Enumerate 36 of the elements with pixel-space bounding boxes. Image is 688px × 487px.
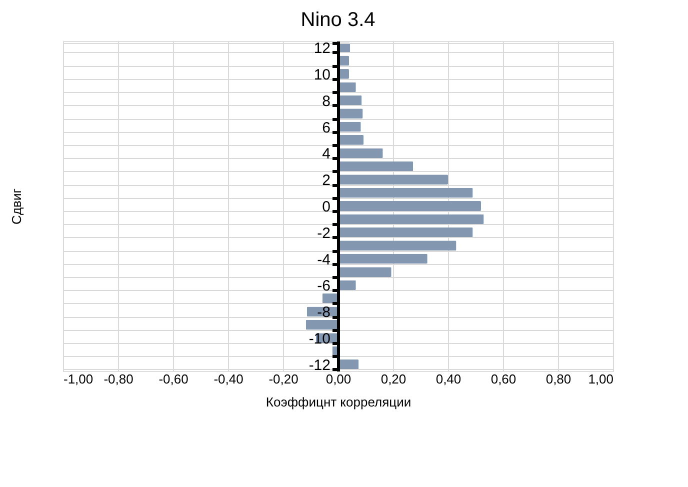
y-tick-label: 2 (322, 172, 330, 190)
bar (338, 201, 481, 211)
y-tick-label: -12 (308, 356, 330, 374)
chart-title: Nino 3.4 (300, 9, 376, 31)
bar (338, 240, 456, 251)
y-tick-label: -6 (317, 278, 330, 295)
x-tick-label: 0,60 (490, 372, 516, 386)
y-tick-label: -4 (317, 251, 330, 268)
y-tick-label: 12 (314, 40, 330, 58)
bar (338, 227, 473, 238)
y-tick-label: 6 (322, 119, 330, 136)
bar (338, 188, 473, 198)
bar (338, 174, 448, 185)
x-tick-label: 0,20 (380, 372, 406, 386)
x-tick-label: 0,00 (326, 372, 352, 386)
x-tick-label: -1,00 (64, 372, 94, 386)
x-tick-label: -0,80 (104, 372, 134, 386)
x-tick-label: 0,80 (546, 372, 572, 386)
y-axis-title: Сдвиг (8, 188, 24, 224)
x-tick-label: -0,40 (214, 372, 244, 386)
bar (338, 267, 392, 277)
bar (338, 148, 383, 158)
y-tick-label: 8 (322, 92, 330, 110)
y-tick-label: -2 (317, 224, 330, 242)
bar (306, 320, 338, 330)
x-axis-title: Коэффицнт корреляции (266, 394, 412, 410)
bar (338, 161, 414, 172)
x-tick-label: 1,00 (588, 372, 614, 386)
y-tick-label: 4 (322, 146, 330, 163)
bar (338, 214, 484, 224)
x-tick-label: -0,20 (268, 372, 298, 386)
y-tick-label: 10 (314, 66, 330, 84)
x-tick-label: 0,40 (436, 372, 462, 386)
y-tick-label: 0 (322, 198, 330, 216)
x-tick-label: -0,60 (158, 372, 188, 386)
bar (338, 254, 428, 264)
